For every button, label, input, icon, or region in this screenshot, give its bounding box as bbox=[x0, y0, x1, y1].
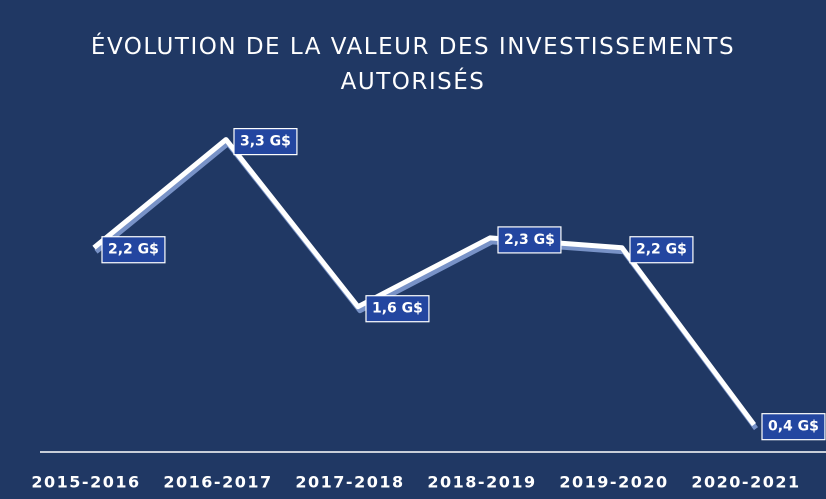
value-label-text: 2,3 G$ bbox=[504, 232, 555, 248]
value-label-box bbox=[101, 236, 166, 264]
line-shadow bbox=[94, 141, 759, 431]
x-tick-label: 2017-2018 bbox=[295, 473, 404, 492]
x-tick-label: 2016-2017 bbox=[163, 473, 272, 492]
value-label-text: 3,3 G$ bbox=[240, 134, 291, 150]
value-label: 0,4 G$ bbox=[761, 413, 826, 441]
value-label-box bbox=[365, 295, 430, 323]
value-label-text: 1,6 G$ bbox=[372, 301, 423, 317]
value-label-box bbox=[497, 226, 562, 254]
value-label: 1,6 G$ bbox=[365, 295, 430, 323]
value-label-box bbox=[629, 236, 694, 264]
value-label-text: 2,2 G$ bbox=[108, 242, 159, 258]
line bbox=[92, 137, 757, 427]
chart-title: ÉVOLUTION DE LA VALEUR DES INVESTISSEMEN… bbox=[90, 34, 736, 95]
value-label-text: 2,2 G$ bbox=[636, 242, 687, 258]
x-tick-label: 2020-2021 bbox=[691, 473, 800, 492]
x-tick-label: 2015-2016 bbox=[31, 473, 140, 492]
value-label-box bbox=[233, 128, 298, 156]
value-label: 2,2 G$ bbox=[629, 236, 694, 264]
value-label-text: 0,4 G$ bbox=[768, 419, 819, 435]
value-label-box bbox=[761, 413, 826, 441]
value-label: 2,3 G$ bbox=[497, 226, 562, 254]
value-label: 2,2 G$ bbox=[101, 236, 166, 264]
x-tick-label: 2018-2019 bbox=[427, 473, 536, 492]
x-tick-label: 2019-2020 bbox=[559, 473, 668, 492]
value-label: 3,3 G$ bbox=[233, 128, 298, 156]
